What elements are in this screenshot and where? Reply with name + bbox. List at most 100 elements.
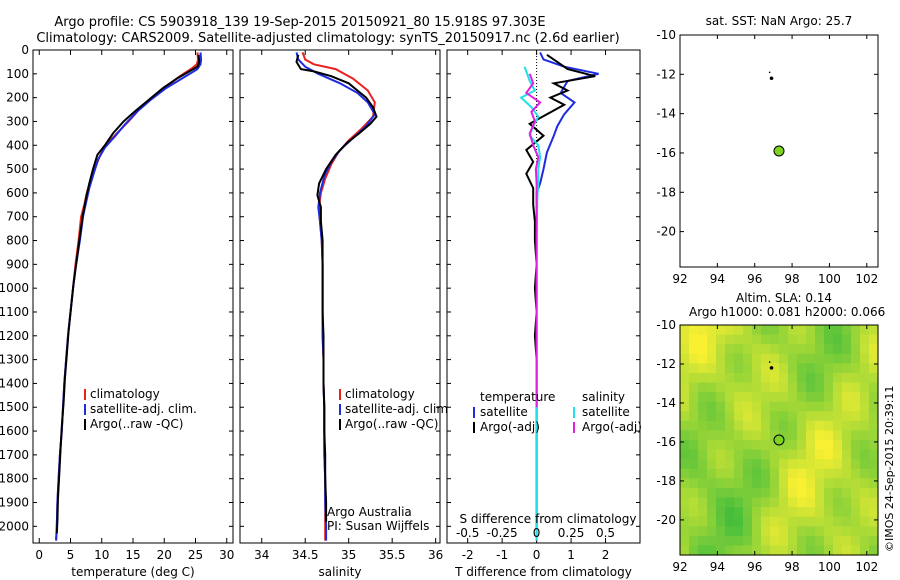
sla-heatmap-cell	[752, 449, 762, 460]
sla-heatmap-cell	[869, 344, 879, 355]
sla-heatmap-cell	[770, 401, 780, 412]
sla-heatmap-cell	[680, 401, 690, 412]
sla-heatmap-cell	[689, 325, 699, 336]
difference-s-tick-label: -0.25	[487, 526, 518, 540]
sla-heatmap-cell	[824, 507, 834, 518]
sla-heatmap-cell	[806, 334, 816, 345]
sla-heatmap-cell	[680, 420, 690, 431]
sla_map-xtick-label: 98	[784, 560, 799, 574]
sla-heatmap-cell	[689, 535, 699, 546]
sla-heatmap-cell	[806, 487, 816, 499]
sla-heatmap-cell	[707, 497, 717, 508]
sla-heatmap-cell	[815, 487, 825, 499]
sla-heatmap-cell	[815, 430, 825, 441]
sla-heatmap-cell	[851, 459, 861, 470]
temperature-legend-label: Argo(..raw -QC)	[90, 417, 183, 431]
sla-heatmap-cell	[716, 344, 726, 355]
sla-heatmap-cell	[716, 363, 726, 374]
sla-heatmap-cell	[779, 497, 789, 508]
sst-map-title: sat. SST: NaN Argo: 25.7	[706, 14, 853, 28]
sla-heatmap-cell	[851, 526, 861, 537]
sla-heatmap-cell	[680, 344, 690, 355]
sla-heatmap-cell	[788, 430, 798, 441]
sla-heatmap-cell	[806, 363, 816, 374]
sla-heatmap-cell	[707, 334, 717, 345]
sla-heatmap-cell	[788, 459, 798, 470]
sla-heatmap-cell	[680, 497, 690, 508]
sla-heatmap-cell	[734, 411, 744, 422]
sla-heatmap-cell	[860, 334, 870, 345]
sla-heatmap-cell	[734, 420, 744, 431]
sla-heatmap-cell	[869, 363, 879, 374]
temperature-legend-label: satellite-adj. clim.	[90, 402, 197, 416]
sla-heatmap-cell	[761, 411, 771, 422]
sla-heatmap-cell	[752, 497, 762, 508]
sla-heatmap-cell	[752, 372, 762, 384]
sla_map-ytick-label: -20	[656, 513, 676, 527]
sla-heatmap-cell	[743, 545, 753, 556]
sla-heatmap-cell	[680, 516, 690, 527]
sla-heatmap-cell	[779, 468, 789, 479]
sla-heatmap-cell	[680, 507, 690, 518]
sla-heatmap-cell	[806, 478, 816, 489]
sla-heatmap-cell	[734, 430, 744, 441]
sla-heatmap-cell	[743, 535, 753, 546]
temperature-ytick-label: 1000	[0, 281, 29, 295]
sla-heatmap-cell	[842, 468, 852, 479]
sla-heatmap-cell	[698, 430, 708, 441]
sla-heatmap-cell	[806, 344, 816, 355]
sla-heatmap-cell	[869, 516, 879, 527]
sla-heatmap-cell	[734, 478, 744, 489]
sla-heatmap-cell	[752, 344, 762, 355]
sla-heatmap-cell	[743, 401, 753, 412]
sla-heatmap-cell	[824, 430, 834, 441]
sla_map-frame	[679, 324, 879, 556]
salinity-legend-label: Argo(..raw -QC)	[345, 417, 438, 431]
sla-heatmap-cell	[698, 449, 708, 460]
sla-heatmap-cell	[788, 411, 798, 422]
sla-heatmap-cell	[806, 468, 816, 479]
sla-heatmap-cell	[869, 526, 879, 537]
sla-heatmap-cell	[788, 353, 798, 364]
salinity-annotation-2: PI: Susan Wijffels	[327, 519, 429, 533]
sla-heatmap-cell	[806, 545, 816, 556]
sla-heatmap-cell	[743, 420, 753, 431]
sla-heatmap-cell	[689, 440, 699, 451]
sla-heatmap-cell	[752, 430, 762, 441]
sla-heatmap-cell	[833, 507, 843, 518]
temperature-ytick-label: 700	[6, 210, 29, 224]
sla-heatmap-cell	[797, 487, 807, 499]
sla-heatmap-cell	[779, 392, 789, 403]
sst_map-frame	[679, 34, 879, 268]
imos-credit: ©IMOS 24-Sep-2015 20:39:11	[883, 386, 896, 552]
sla-heatmap-cell	[779, 420, 789, 431]
sla-heatmap-cell	[797, 411, 807, 422]
sla-heatmap-cell	[797, 334, 807, 345]
salinity-legend-label: satellite-adj. clim.	[345, 402, 452, 416]
sla-heatmap-cell	[851, 334, 861, 345]
sla-heatmap-cell	[842, 526, 852, 537]
sla-heatmap-cell	[734, 497, 744, 508]
sla-heatmap-cell	[752, 468, 762, 479]
sla-heatmap-cell	[779, 507, 789, 518]
sla-heatmap-cell	[761, 353, 771, 364]
sla-heatmap-cell	[842, 507, 852, 518]
difference-series-3	[524, 73, 542, 408]
sla-heatmap-cell	[707, 468, 717, 479]
sla-heatmap-cell	[797, 363, 807, 374]
sla-heatmap-cell	[833, 344, 843, 355]
sla-heatmap-cell	[689, 353, 699, 364]
difference-xtick-label: 1	[567, 548, 575, 562]
sla-heatmap-cell	[806, 392, 816, 403]
sla-heatmap-cell	[689, 478, 699, 489]
sla-heatmap-cell	[806, 526, 816, 537]
sla-heatmap-cell	[860, 430, 870, 441]
sla-heatmap-cell	[743, 363, 753, 374]
sla-heatmap-cell	[743, 334, 753, 345]
sla-heatmap-cell	[743, 344, 753, 355]
sla-heatmap-cell	[734, 363, 744, 374]
sla-heatmap-cell	[743, 353, 753, 364]
sla_map-xtick-label: 96	[747, 560, 762, 574]
sla-heatmap-cell	[680, 449, 690, 460]
sla-heatmap-cell	[707, 430, 717, 441]
